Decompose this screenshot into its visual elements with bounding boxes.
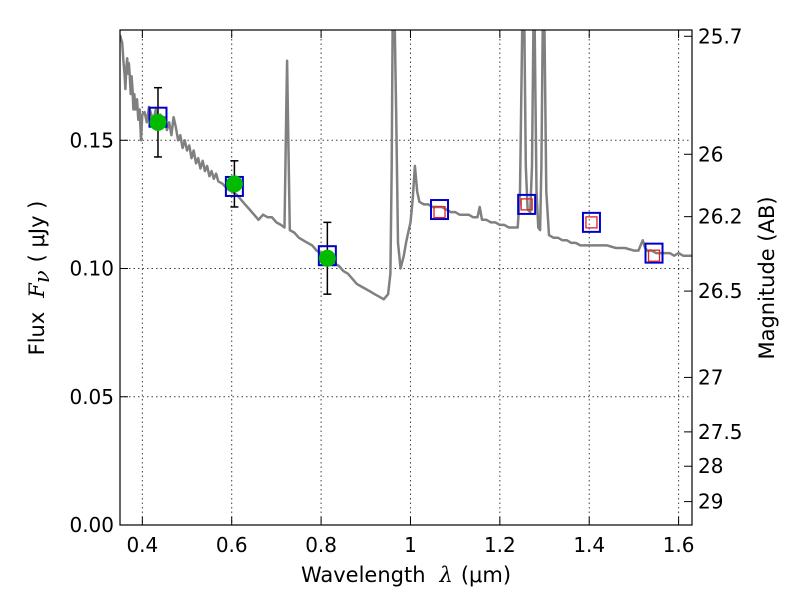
model-photometry-square: [430, 199, 450, 221]
x-axis-label-prefix: Wavelength: [301, 563, 426, 587]
x-tick-label: 1.2: [484, 533, 516, 557]
y-axis-label-prefix: Flux: [25, 312, 49, 356]
y2-tick-label: 27: [698, 365, 723, 389]
observed-flux-point: [149, 113, 167, 131]
y-axis-label-symbol: F: [25, 282, 49, 299]
plot-frame: [119, 29, 693, 526]
x-axis-label-unit: (μm): [461, 563, 511, 587]
x-axis-label-symbol: λ: [439, 563, 453, 587]
x-tick-label: 1.4: [573, 533, 605, 557]
y2-axis-label: Magnitude (AB): [755, 196, 779, 359]
y2-tick-label: 27.5: [698, 420, 743, 444]
grid: [120, 30, 692, 526]
y2-tick-label: 26: [698, 142, 723, 166]
y-tick-label: 0.10: [69, 257, 114, 281]
plot-series: [120, 30, 692, 301]
y-tick-label: 0.00: [69, 513, 114, 537]
y-axis-label-subscript: ν: [30, 270, 54, 283]
upper-limit-marker: [647, 249, 661, 262]
model-photometry-square: [644, 242, 664, 264]
y2-tick-label: 29: [698, 490, 723, 514]
observed-flux-point: [318, 249, 336, 267]
clipped-series: [120, 30, 692, 301]
y2-tick-label: 26.5: [698, 279, 743, 303]
observed-flux-point: [225, 175, 243, 193]
y-axis-label: Flux Fν ( μJy ): [25, 201, 54, 356]
upper-limit-marker: [520, 198, 533, 211]
x-tick-label: 0.4: [126, 533, 158, 557]
model-photometry-square: [581, 211, 601, 233]
sed-line: [120, 30, 692, 301]
x-tick-label: 1: [404, 533, 417, 557]
x-tick-label: 1.6: [663, 533, 695, 557]
x-tick-label: 0.8: [305, 533, 337, 557]
y-tick-label: 0.15: [69, 128, 114, 152]
x-tick-label: 0.6: [216, 533, 248, 557]
y-axis-label-unit: ( μJy ): [25, 201, 49, 263]
upper-limit-marker: [585, 216, 598, 229]
y2-tick-label: 25.7: [698, 24, 743, 48]
axis-ticks: 0.4 0.6 0.8 1 1.2 1.4 1.6 0.00 0.05 0.10 0.15 25.7 2…: [69, 24, 742, 557]
x-axis-label: Wavelength λ (μm): [301, 563, 511, 587]
model-photometry-square: [517, 193, 537, 215]
y-tick-label: 0.05: [69, 385, 114, 409]
y2-tick-label: 26.2: [698, 205, 743, 229]
upper-limit-marker: [433, 205, 446, 219]
y2-tick-label: 28: [698, 454, 723, 478]
